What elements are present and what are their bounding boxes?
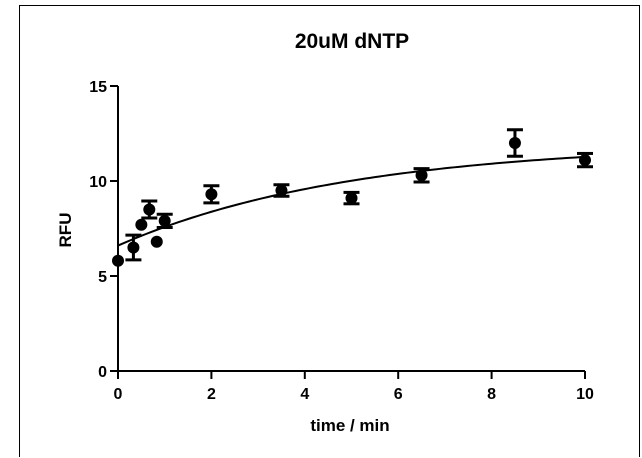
data-point [112,254,124,267]
data-point [150,235,163,248]
y-tick-label: 10 [89,174,107,191]
x-tick-label: 8 [487,386,496,403]
data-point [343,190,360,206]
data-marker [579,154,591,167]
axes: 0 5 10 15 0 2 4 6 8 10 [89,79,594,403]
data-marker [143,203,156,216]
fit-line [117,155,586,247]
x-axis-label: time / min [310,416,389,435]
data-marker [150,235,163,248]
y-axis-label: RFU [56,213,75,248]
fit-curve [117,155,586,247]
x-tick-label: 6 [394,386,403,403]
y-tick-label: 5 [98,269,107,286]
y-tick-label: 15 [89,79,107,96]
data-point [203,184,220,205]
data-point [577,151,593,169]
x-tick-label: 4 [300,386,309,403]
data-point [156,212,173,230]
data-marker [112,254,124,267]
data-point [506,128,523,158]
data-marker [345,192,358,205]
data-point [273,183,290,198]
data-point [125,233,142,262]
data-marker [415,169,428,182]
chart-frame [19,5,640,457]
data-point [135,218,148,231]
chart-title: 20uM dNTP [295,30,409,53]
y-tick-label: 0 [98,364,107,381]
data-points [112,128,593,267]
data-point [141,199,158,220]
data-point [413,167,430,184]
data-marker [127,241,140,254]
x-tick-label: 2 [207,386,216,403]
x-tick-label: 0 [114,386,123,403]
data-marker [158,214,171,227]
data-marker [275,184,288,197]
data-marker [508,137,521,149]
data-marker [205,188,218,201]
x-tick-label: 10 [576,386,594,403]
data-marker [135,218,148,231]
